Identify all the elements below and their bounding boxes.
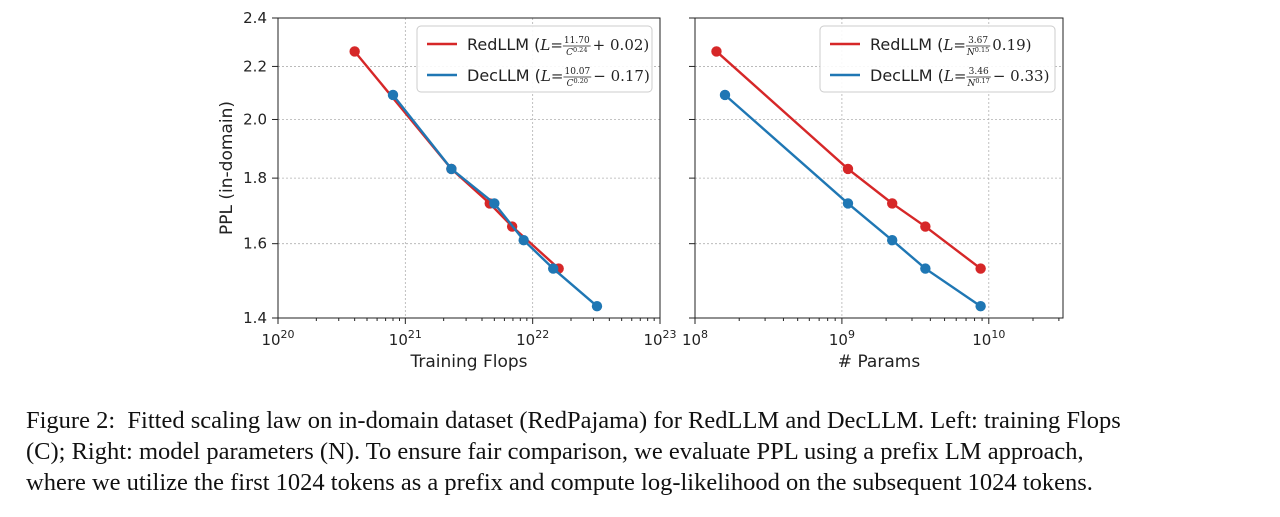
- legend-frac-den: C0.24: [566, 46, 587, 58]
- x-axis-label: # Params: [838, 352, 921, 372]
- x-axis-label: Training Flops: [409, 352, 527, 372]
- legend-tail: − 0.33): [993, 67, 1050, 85]
- legend-box: [819, 25, 1056, 93]
- chart-panel-1: 1.4 1.6 1.8 2.0 2.2 2.4 Training Flops PPL (in-…: [217, 9, 661, 372]
- series-line-decllm: [392, 94, 598, 308]
- caption-line-2: (C); Right: model parameters (N). To ens…: [26, 438, 1084, 465]
- legend-eq: =: [954, 67, 967, 85]
- legend-frac-den: N0.15: [966, 46, 989, 58]
- legend-label: DecLLM (: [467, 66, 541, 85]
- data-point-redllm: [349, 46, 360, 57]
- plot-frame: [277, 17, 661, 319]
- x-tick-label: 1010: [972, 328, 1005, 349]
- y-tick-label: 2.2: [243, 57, 267, 75]
- caption-line-1: Figure 2: Fitted scaling law on in-domai…: [26, 405, 1258, 436]
- legend-frac-num: 3.67: [968, 36, 988, 46]
- data-point-redllm: [920, 221, 931, 232]
- y-tick-label: 2.0: [243, 110, 267, 128]
- data-point-decllm: [886, 235, 898, 246]
- legend-var: L: [942, 36, 953, 54]
- legend-eq: =: [953, 36, 966, 54]
- data-point-redllm: [975, 263, 986, 274]
- caption-line-3: where we utilize the first 1024 tokens a…: [26, 469, 1093, 496]
- y-tick-label: 1.8: [243, 169, 267, 187]
- legend-tail: 0.19): [992, 36, 1031, 54]
- data-point-decllm: [518, 235, 529, 246]
- data-point-decllm: [489, 198, 500, 209]
- x-tick-label: 1020: [261, 328, 294, 349]
- legend-var: L: [943, 67, 954, 85]
- legend-tail: − 0.17): [593, 67, 650, 85]
- x-tick-label: 1023: [643, 328, 676, 349]
- legend-label: DecLLM (: [870, 66, 944, 85]
- caption-label: Figure 2:: [26, 407, 116, 434]
- data-point-redllm: [886, 198, 898, 209]
- legend-label: RedLLM (: [870, 35, 943, 54]
- legend-frac-num: 10.07: [564, 67, 590, 77]
- data-point-decllm: [548, 263, 559, 274]
- legend-frac-num: 3.46: [969, 67, 989, 77]
- x-tick-label: 109: [829, 328, 855, 349]
- data-point-decllm: [387, 89, 399, 101]
- data-point-decllm: [975, 300, 986, 312]
- legend-var: L: [540, 67, 551, 85]
- data-point-decllm: [591, 300, 603, 312]
- legend-var: L: [539, 36, 550, 54]
- legend-box: [416, 25, 653, 93]
- data-point-redllm: [842, 163, 854, 175]
- legend-tail: + 0.02): [593, 36, 650, 54]
- x-tick-label: 1021: [389, 328, 422, 349]
- y-tick-label: 1.4: [243, 309, 267, 327]
- legend-frac-num: 11.70: [564, 36, 590, 46]
- legend-label: RedLLM (: [467, 35, 540, 54]
- data-point-decllm: [719, 89, 731, 101]
- figure-caption: Figure 2: Fitted scaling law on in-domai…: [26, 405, 1258, 498]
- y-axis-label: PPL (in-domain): [217, 101, 237, 235]
- x-tick-label: 108: [682, 328, 708, 349]
- data-point-decllm: [446, 163, 457, 175]
- data-point-decllm: [842, 198, 854, 209]
- legend-frac-den: C0.20: [567, 77, 588, 89]
- caption-line-1-text: Fitted scaling law on in-domain dataset …: [127, 407, 1121, 434]
- legend-frac-den: N0.17: [966, 77, 989, 89]
- data-point-redllm: [711, 46, 722, 57]
- x-tick-label: 1022: [516, 328, 549, 349]
- legend-eq: =: [551, 67, 564, 85]
- series-line-decllm: [724, 94, 982, 308]
- figure: 1.4 1.6 1.8 2.0 2.2 2.4 Training Flops PPL (in-…: [217, 9, 1064, 372]
- y-tick-label: 2.4: [243, 9, 267, 27]
- legend-eq: =: [550, 36, 563, 54]
- plot-frame: [694, 17, 1064, 319]
- data-point-decllm: [920, 263, 931, 274]
- y-tick-label: 1.6: [243, 235, 267, 253]
